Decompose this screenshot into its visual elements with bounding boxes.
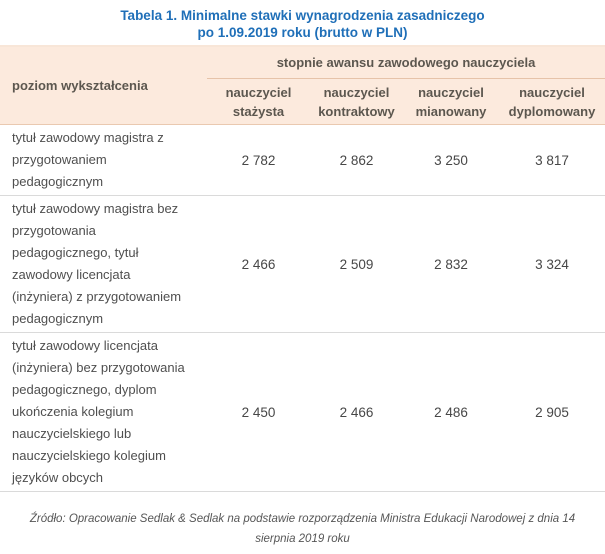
- column-header-dyplomowany: nauczyciel dyplomowany: [499, 79, 605, 124]
- column-header-line: nauczyciel: [225, 84, 292, 100]
- table-row: tytuł zawodowy magistra bez przygotowani…: [0, 196, 605, 333]
- salary-value: 2 782: [241, 152, 276, 168]
- column-header-line: nauczyciel: [519, 84, 585, 100]
- column-header-kontraktowy: nauczyciel kontraktowy: [310, 79, 403, 124]
- column-headers: nauczyciel stażysta nauczyciel kontrakto…: [207, 79, 605, 124]
- salary-value: 3 817: [535, 152, 569, 168]
- salary-value: 2 466: [241, 256, 276, 272]
- salary-table: poziom wykształcenia stopnie awansu zawo…: [0, 45, 605, 492]
- column-header-line: mianowany: [415, 103, 487, 119]
- column-header-line: dyplomowany: [508, 103, 596, 119]
- source-note: Źródło: Opracowanie Sedlak & Sedlak na p…: [0, 509, 605, 549]
- column-header-line: kontraktowy: [318, 103, 395, 119]
- table-title-line-2: po 1.09.2019 roku (brutto w PLN): [197, 25, 408, 40]
- row-header-label: poziom wykształcenia: [12, 78, 148, 93]
- group-header-label: stopnie awansu zawodowego nauczyciela: [207, 47, 605, 79]
- salary-value: 2 509: [339, 256, 374, 272]
- salary-value: 2 450: [241, 404, 276, 420]
- row-label: tytuł zawodowy magistra bez przygotowani…: [12, 201, 182, 326]
- column-group: stopnie awansu zawodowego nauczyciela na…: [207, 47, 605, 124]
- row-label: tytuł zawodowy magistra z przygotowaniem…: [12, 130, 164, 189]
- row-values: 2 782 2 862 3 250 3 817: [207, 125, 605, 195]
- table-row: tytuł zawodowy magistra z przygotowaniem…: [0, 125, 605, 196]
- row-label: tytuł zawodowy licencjata (inżyniera) be…: [12, 338, 185, 485]
- column-header-line: nauczyciel: [323, 84, 390, 100]
- row-values: 2 450 2 466 2 486 2 905: [207, 333, 605, 491]
- salary-value: 3 324: [535, 256, 569, 272]
- row-values: 2 466 2 509 2 832 3 324: [207, 196, 605, 332]
- column-header-stazysta: nauczyciel stażysta: [207, 79, 310, 124]
- source-note-line-1: Źródło: Opracowanie Sedlak & Sedlak na p…: [29, 513, 576, 525]
- table-row: tytuł zawodowy licencjata (inżyniera) be…: [0, 333, 605, 492]
- salary-value: 2 862: [339, 152, 374, 168]
- salary-value: 3 250: [434, 152, 468, 168]
- column-header-line: stażysta: [232, 103, 285, 119]
- source-note-line-2: sierpnia 2019 roku: [255, 533, 350, 545]
- table-title-line-1: Tabela 1. Minimalne stawki wynagrodzenia…: [120, 8, 485, 23]
- salary-value: 2 905: [535, 404, 569, 420]
- column-header-line: nauczyciel: [418, 84, 484, 100]
- column-header-mianowany: nauczyciel mianowany: [403, 79, 499, 124]
- salary-value: 2 466: [339, 404, 374, 420]
- table-title: Tabela 1. Minimalne stawki wynagrodzenia…: [0, 0, 605, 41]
- salary-value: 2 486: [434, 404, 468, 420]
- table-header: poziom wykształcenia stopnie awansu zawo…: [0, 45, 605, 125]
- salary-value: 2 832: [434, 256, 468, 272]
